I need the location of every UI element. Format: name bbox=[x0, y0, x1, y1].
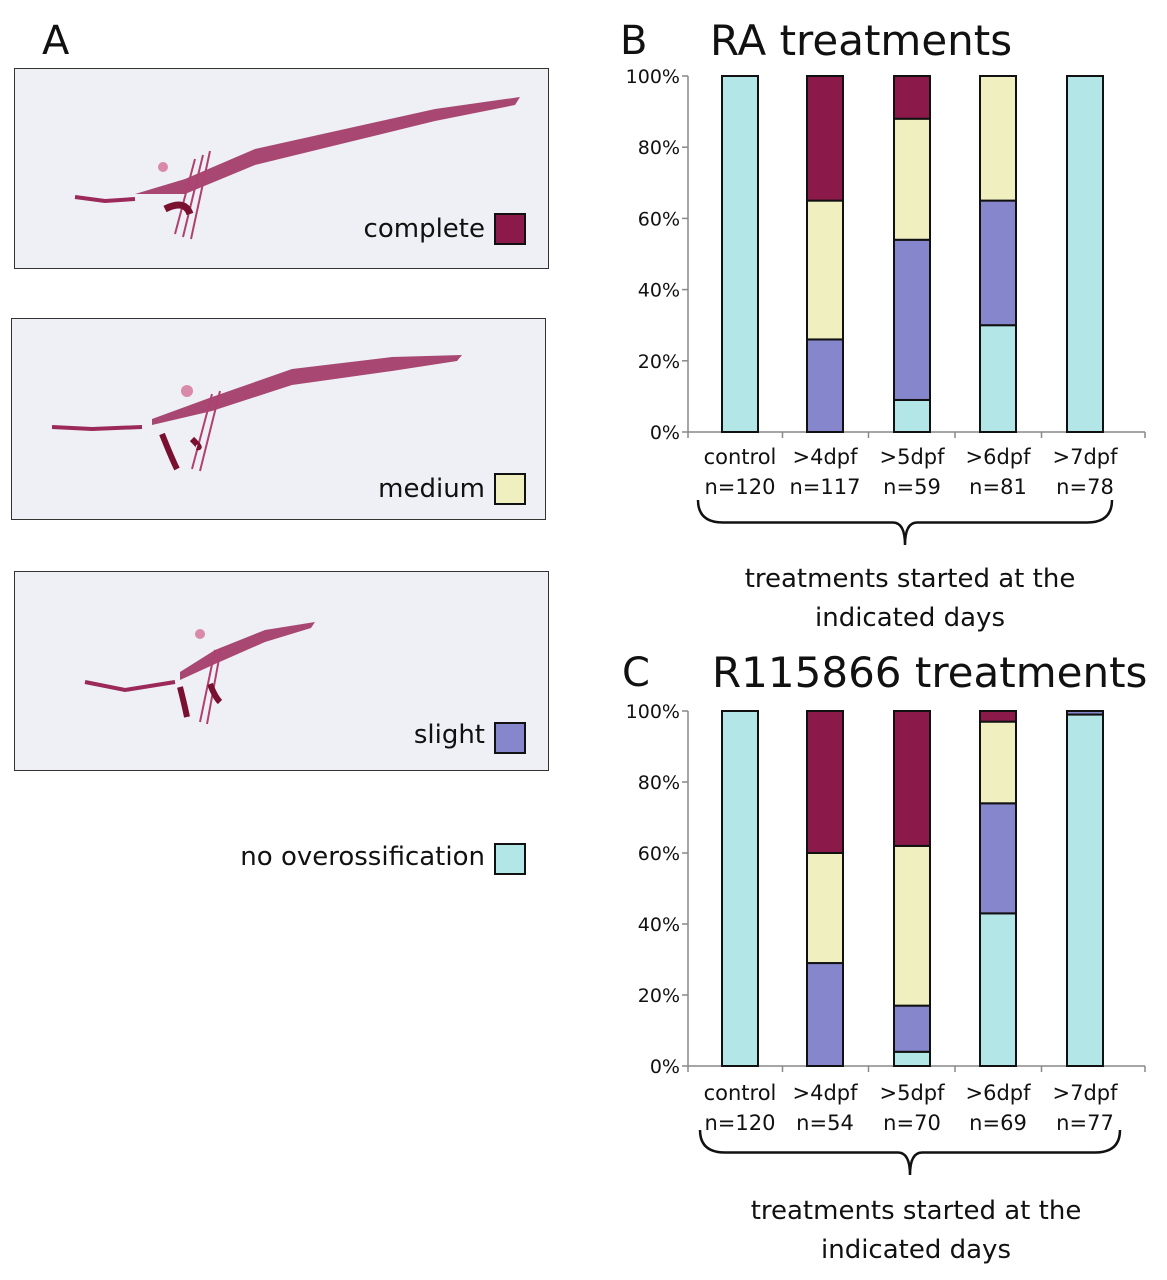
chart-b-category-label: >7dpf bbox=[1052, 445, 1118, 469]
chart-c-bar-medium bbox=[979, 720, 1017, 805]
chart-b-n-label: n=81 bbox=[969, 475, 1027, 499]
chart-b-y-tick-label: 100% bbox=[626, 66, 680, 88]
chart-c-category-label: >4dpf bbox=[792, 1081, 858, 1105]
fish-skeleton-complete-image bbox=[74, 97, 520, 240]
specimen-photo-slight bbox=[14, 571, 549, 771]
chart-b-category-label: control bbox=[704, 445, 777, 469]
chart-b-bar-complete bbox=[893, 75, 931, 120]
chart-c-title: R115866 treatments bbox=[712, 648, 1148, 697]
chart-c-y-tick-label: 40% bbox=[638, 914, 680, 936]
chart-c-y-tick-label: 80% bbox=[638, 772, 680, 794]
panel-c-letter: C bbox=[622, 650, 650, 696]
chart-c-bar-slight bbox=[979, 802, 1017, 915]
chart-c-n-label: n=70 bbox=[883, 1111, 941, 1135]
legend-label-medium: medium bbox=[378, 474, 485, 504]
chart-b-bar-no-overossification bbox=[721, 75, 759, 433]
chart-b-category-label: >4dpf bbox=[792, 445, 858, 469]
chart-b-y-tick-label: 0% bbox=[650, 422, 680, 444]
chart-c-category-label: >6dpf bbox=[965, 1081, 1031, 1105]
legend-swatch-complete bbox=[494, 213, 526, 245]
chart-b-bar-slight bbox=[893, 238, 931, 401]
chart-b-n-label: n=59 bbox=[883, 475, 941, 499]
chart-b-category-label: >5dpf bbox=[879, 445, 945, 469]
chart-c-bar-no-overossification bbox=[1066, 713, 1104, 1067]
legend-label-slight: slight bbox=[413, 720, 485, 750]
chart-c-bar-slight bbox=[893, 1004, 931, 1053]
chart-b-y-tick-label: 20% bbox=[638, 351, 680, 373]
chart-b-bar-no-overossification bbox=[893, 398, 931, 433]
chart-c-category-label: >7dpf bbox=[1052, 1081, 1118, 1105]
chart-b-bar-medium bbox=[893, 117, 931, 241]
chart-c-bar-medium bbox=[806, 852, 844, 965]
chart-c-bar-slight bbox=[1066, 710, 1104, 716]
legend-label-complete: complete bbox=[363, 214, 485, 244]
chart-c-bar-complete bbox=[893, 710, 931, 847]
chart-b-y-tick-label: 80% bbox=[638, 137, 680, 159]
specimen-photo-medium bbox=[11, 318, 546, 520]
chart-b-brace bbox=[696, 499, 1114, 546]
legend-swatch-medium bbox=[494, 473, 526, 505]
fish-skeleton-medium-image bbox=[51, 355, 462, 472]
chart-c-y-tick-label: 60% bbox=[638, 843, 680, 865]
chart-c-bar-medium bbox=[893, 844, 931, 1007]
chart-b-bar-no-overossification bbox=[979, 324, 1017, 434]
specimen-photo-complete bbox=[14, 68, 549, 269]
chart-c-brace bbox=[698, 1129, 1122, 1176]
chart-b-annotation: treatments started at the indicated days bbox=[744, 564, 1076, 633]
chart-b-n-label: n=120 bbox=[705, 475, 776, 499]
chart-b-title: RA treatments bbox=[710, 16, 1013, 65]
chart-c-y-tick-label: 100% bbox=[626, 701, 680, 723]
fish-skeleton-slight-image bbox=[84, 622, 315, 725]
chart-b-bar-slight bbox=[979, 199, 1017, 327]
chart-c-bar-no-overossification bbox=[721, 710, 759, 1067]
chart-b-category-label: >6dpf bbox=[965, 445, 1031, 469]
chart-c-bar-complete bbox=[979, 710, 1017, 723]
chart-b-n-label: n=78 bbox=[1056, 475, 1114, 499]
chart-c-n-label: n=120 bbox=[705, 1111, 776, 1135]
legend-swatch-slight bbox=[494, 722, 526, 754]
chart-b-y-tick-label: 60% bbox=[638, 208, 680, 230]
chart-b-y-tick-label: 40% bbox=[638, 280, 680, 302]
chart-c-bar-no-overossification bbox=[893, 1050, 931, 1068]
chart-b-bar-medium bbox=[806, 199, 844, 341]
legend-label-none: no overossification bbox=[240, 842, 485, 872]
chart-c-category-label: >5dpf bbox=[879, 1081, 945, 1105]
chart-c-n-label: n=54 bbox=[796, 1111, 854, 1135]
chart-b-n-label: n=117 bbox=[790, 475, 861, 499]
chart-b-bar-slight bbox=[806, 338, 844, 433]
chart-c-y-tick-label: 20% bbox=[638, 985, 680, 1007]
chart-c-n-label: n=77 bbox=[1056, 1111, 1114, 1135]
chart-c-bar-complete bbox=[806, 710, 844, 854]
chart-c-annotation: treatments started at the indicated days bbox=[750, 1196, 1082, 1265]
panel-a-letter: A bbox=[42, 18, 70, 64]
chart-b-bar-complete bbox=[806, 75, 844, 202]
panel-b-letter: B bbox=[620, 18, 648, 64]
chart-c-category-label: control bbox=[704, 1081, 777, 1105]
chart-c-y-tick-label: 0% bbox=[650, 1056, 680, 1078]
chart-b-bar-medium bbox=[979, 75, 1017, 202]
chart-b-bar-no-overossification bbox=[1066, 75, 1104, 433]
chart-c-bar-slight bbox=[806, 962, 844, 1067]
chart-c-n-label: n=69 bbox=[969, 1111, 1027, 1135]
chart-c-bar-no-overossification bbox=[979, 912, 1017, 1067]
legend-swatch-none bbox=[494, 843, 526, 875]
